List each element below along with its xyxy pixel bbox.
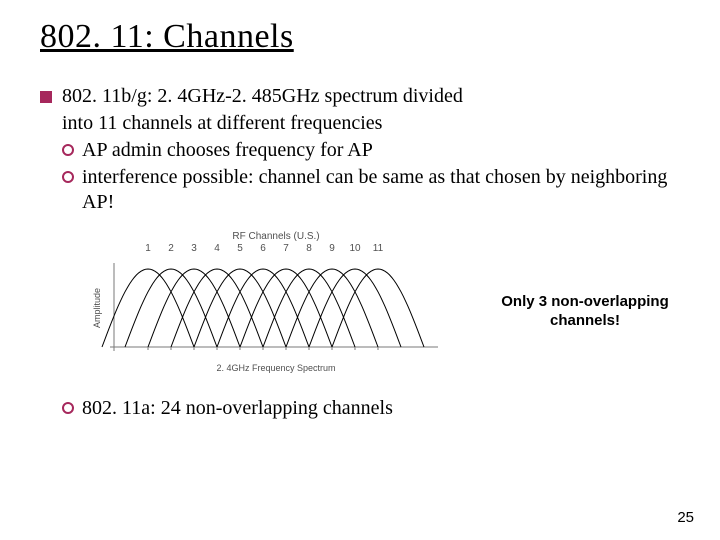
page-number: 25 <box>677 509 694 526</box>
svg-text:Amplitude: Amplitude <box>92 288 102 328</box>
svg-text:RF Channels (U.S.): RF Channels (U.S.) <box>232 231 319 242</box>
bullet-continuation: into 11 channels at different frequencie… <box>62 111 680 136</box>
bullet-level2: 802. 11a: 24 non-overlapping channels <box>62 396 680 421</box>
svg-text:3: 3 <box>191 243 197 254</box>
circle-bullet-icon <box>62 144 74 156</box>
svg-text:7: 7 <box>283 243 289 254</box>
chart-region: RF Channels (U.S.) Amplitude 1 2 3 4 5 6 7 8 9 10 11… <box>90 227 680 382</box>
svg-text:5: 5 <box>237 243 243 254</box>
svg-text:6: 6 <box>260 243 266 254</box>
square-bullet-icon <box>40 91 52 103</box>
circle-bullet-icon <box>62 402 74 414</box>
circle-bullet-icon <box>62 171 74 183</box>
slide: 802. 11: Channels 802. 11b/g: 2. 4GHz-2.… <box>0 0 720 540</box>
svg-text:8: 8 <box>306 243 312 254</box>
svg-text:2: 2 <box>168 243 174 254</box>
bullet-level2: interference possible: channel can be sa… <box>62 165 680 215</box>
svg-text:1: 1 <box>145 243 151 254</box>
rf-channels-chart: RF Channels (U.S.) Amplitude 1 2 3 4 5 6 7 8 9 10 11… <box>90 227 450 382</box>
bullet-level2: AP admin chooses frequency for AP <box>62 138 680 163</box>
bullet-text: 802. 11a: 24 non-overlapping channels <box>82 396 680 421</box>
bullet-level1: 802. 11b/g: 2. 4GHz-2. 485GHz spectrum d… <box>40 84 680 109</box>
bullet-text: AP admin chooses frequency for AP <box>82 138 680 163</box>
svg-text:4: 4 <box>214 243 220 254</box>
svg-text:11: 11 <box>373 243 384 254</box>
svg-text:10: 10 <box>349 243 361 254</box>
bullet-text: 802. 11b/g: 2. 4GHz-2. 485GHz spectrum d… <box>62 84 680 109</box>
chart-callout: Only 3 non-overlapping channels! <box>480 293 690 331</box>
svg-text:9: 9 <box>329 243 335 254</box>
svg-text:2. 4GHz Frequency Spectrum: 2. 4GHz Frequency Spectrum <box>216 363 335 373</box>
bullet-text: interference possible: channel can be sa… <box>82 165 680 215</box>
page-title: 802. 11: Channels <box>40 18 680 56</box>
